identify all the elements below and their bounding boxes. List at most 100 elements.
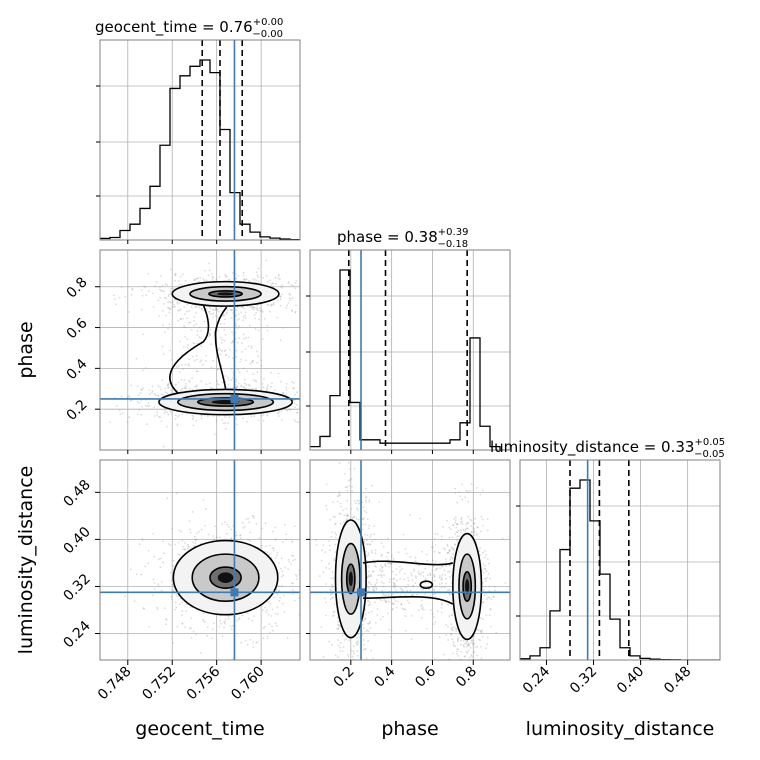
- contour-line: [363, 595, 454, 605]
- sample-point: [279, 295, 282, 298]
- sample-point: [400, 603, 403, 606]
- sample-point: [486, 529, 489, 532]
- sample-point: [187, 344, 189, 346]
- sample-point: [282, 574, 285, 577]
- sample-point: [480, 630, 482, 633]
- sample-point: [164, 296, 166, 299]
- sample-point: [194, 542, 197, 544]
- sample-point: [208, 262, 210, 265]
- sample-point: [242, 271, 245, 274]
- sample-point: [252, 359, 254, 362]
- sample-point: [235, 356, 238, 358]
- sample-point: [424, 577, 427, 580]
- sample-point: [363, 619, 365, 622]
- sample-point: [482, 551, 484, 554]
- sample-point: [62, 401, 64, 403]
- sample-point: [482, 601, 484, 603]
- sample-point: [435, 567, 438, 570]
- sample-point: [242, 274, 245, 277]
- sample-point: [162, 309, 164, 312]
- gridlines: [310, 250, 510, 450]
- sample-point: [353, 515, 356, 518]
- sample-point: [324, 597, 326, 600]
- sample-point: [304, 402, 306, 404]
- sample-point: [334, 654, 337, 657]
- sample-point: [346, 489, 349, 492]
- sample-point: [141, 294, 144, 297]
- sample-point: [341, 634, 344, 637]
- sample-point: [366, 518, 369, 521]
- sample-point: [224, 618, 227, 621]
- sample-point: [434, 621, 437, 623]
- sample-point: [230, 538, 233, 540]
- sample-point: [250, 345, 253, 347]
- sample-point: [211, 276, 214, 278]
- sample-point: [421, 606, 424, 609]
- sample-point: [223, 621, 226, 623]
- sample-point: [326, 395, 328, 397]
- sample-point: [193, 342, 196, 345]
- sample-point: [307, 610, 309, 612]
- sample-point: [188, 309, 191, 312]
- sample-point: [336, 616, 339, 619]
- sample-point: [200, 417, 203, 420]
- sample-point: [433, 589, 436, 591]
- sample-point: [156, 411, 159, 413]
- sample-point: [470, 483, 473, 485]
- sample-point: [289, 299, 292, 301]
- sample-point: [420, 572, 423, 574]
- sample-point: [445, 623, 448, 626]
- sample-point: [352, 309, 354, 311]
- sample-point: [448, 570, 451, 573]
- sample-point: [411, 574, 413, 577]
- sample-point: [322, 571, 325, 574]
- sample-point: [331, 584, 333, 586]
- sample-point: [450, 593, 453, 596]
- sample-point: [198, 280, 201, 283]
- sample-point: [147, 273, 150, 275]
- sample-point: [231, 340, 234, 343]
- sample-point: [211, 628, 214, 630]
- sample-point: [399, 578, 401, 580]
- sample-point: [158, 558, 160, 560]
- sample-point: [385, 600, 387, 603]
- sample-point: [261, 544, 263, 547]
- sample-point: [488, 596, 491, 599]
- sample-point: [182, 317, 185, 320]
- sample-point: [285, 388, 288, 391]
- sample-point: [355, 399, 357, 401]
- sample-point: [375, 586, 378, 589]
- sample-point: [485, 614, 488, 617]
- sample-point: [314, 411, 316, 413]
- sample-point: [454, 519, 457, 522]
- sample-point: [315, 289, 317, 291]
- sample-point: [318, 575, 321, 577]
- sample-point: [418, 564, 421, 567]
- sample-point: [227, 615, 230, 618]
- sample-point: [219, 536, 221, 539]
- sample-point: [466, 640, 469, 642]
- sample-point: [292, 284, 295, 287]
- sample-point: [190, 637, 193, 639]
- sample-point: [193, 324, 195, 327]
- sample-point: [369, 575, 371, 577]
- sample-point: [486, 643, 489, 645]
- sample-point: [325, 563, 327, 565]
- sample-point: [160, 289, 163, 292]
- sample-point: [221, 523, 223, 526]
- sample-point: [124, 295, 126, 298]
- sample-point: [390, 553, 393, 556]
- sample-point: [130, 293, 133, 296]
- sample-point: [176, 302, 179, 305]
- sample-point: [438, 551, 440, 554]
- sample-point: [330, 589, 333, 592]
- sample-point: [287, 558, 290, 561]
- sample-point: [441, 578, 443, 581]
- sample-point: [338, 400, 340, 402]
- sample-point: [261, 414, 263, 417]
- sample-point: [169, 308, 172, 311]
- sample-point: [229, 308, 232, 311]
- sample-point: [168, 323, 171, 326]
- sample-point: [479, 493, 482, 496]
- sample-point: [194, 385, 197, 388]
